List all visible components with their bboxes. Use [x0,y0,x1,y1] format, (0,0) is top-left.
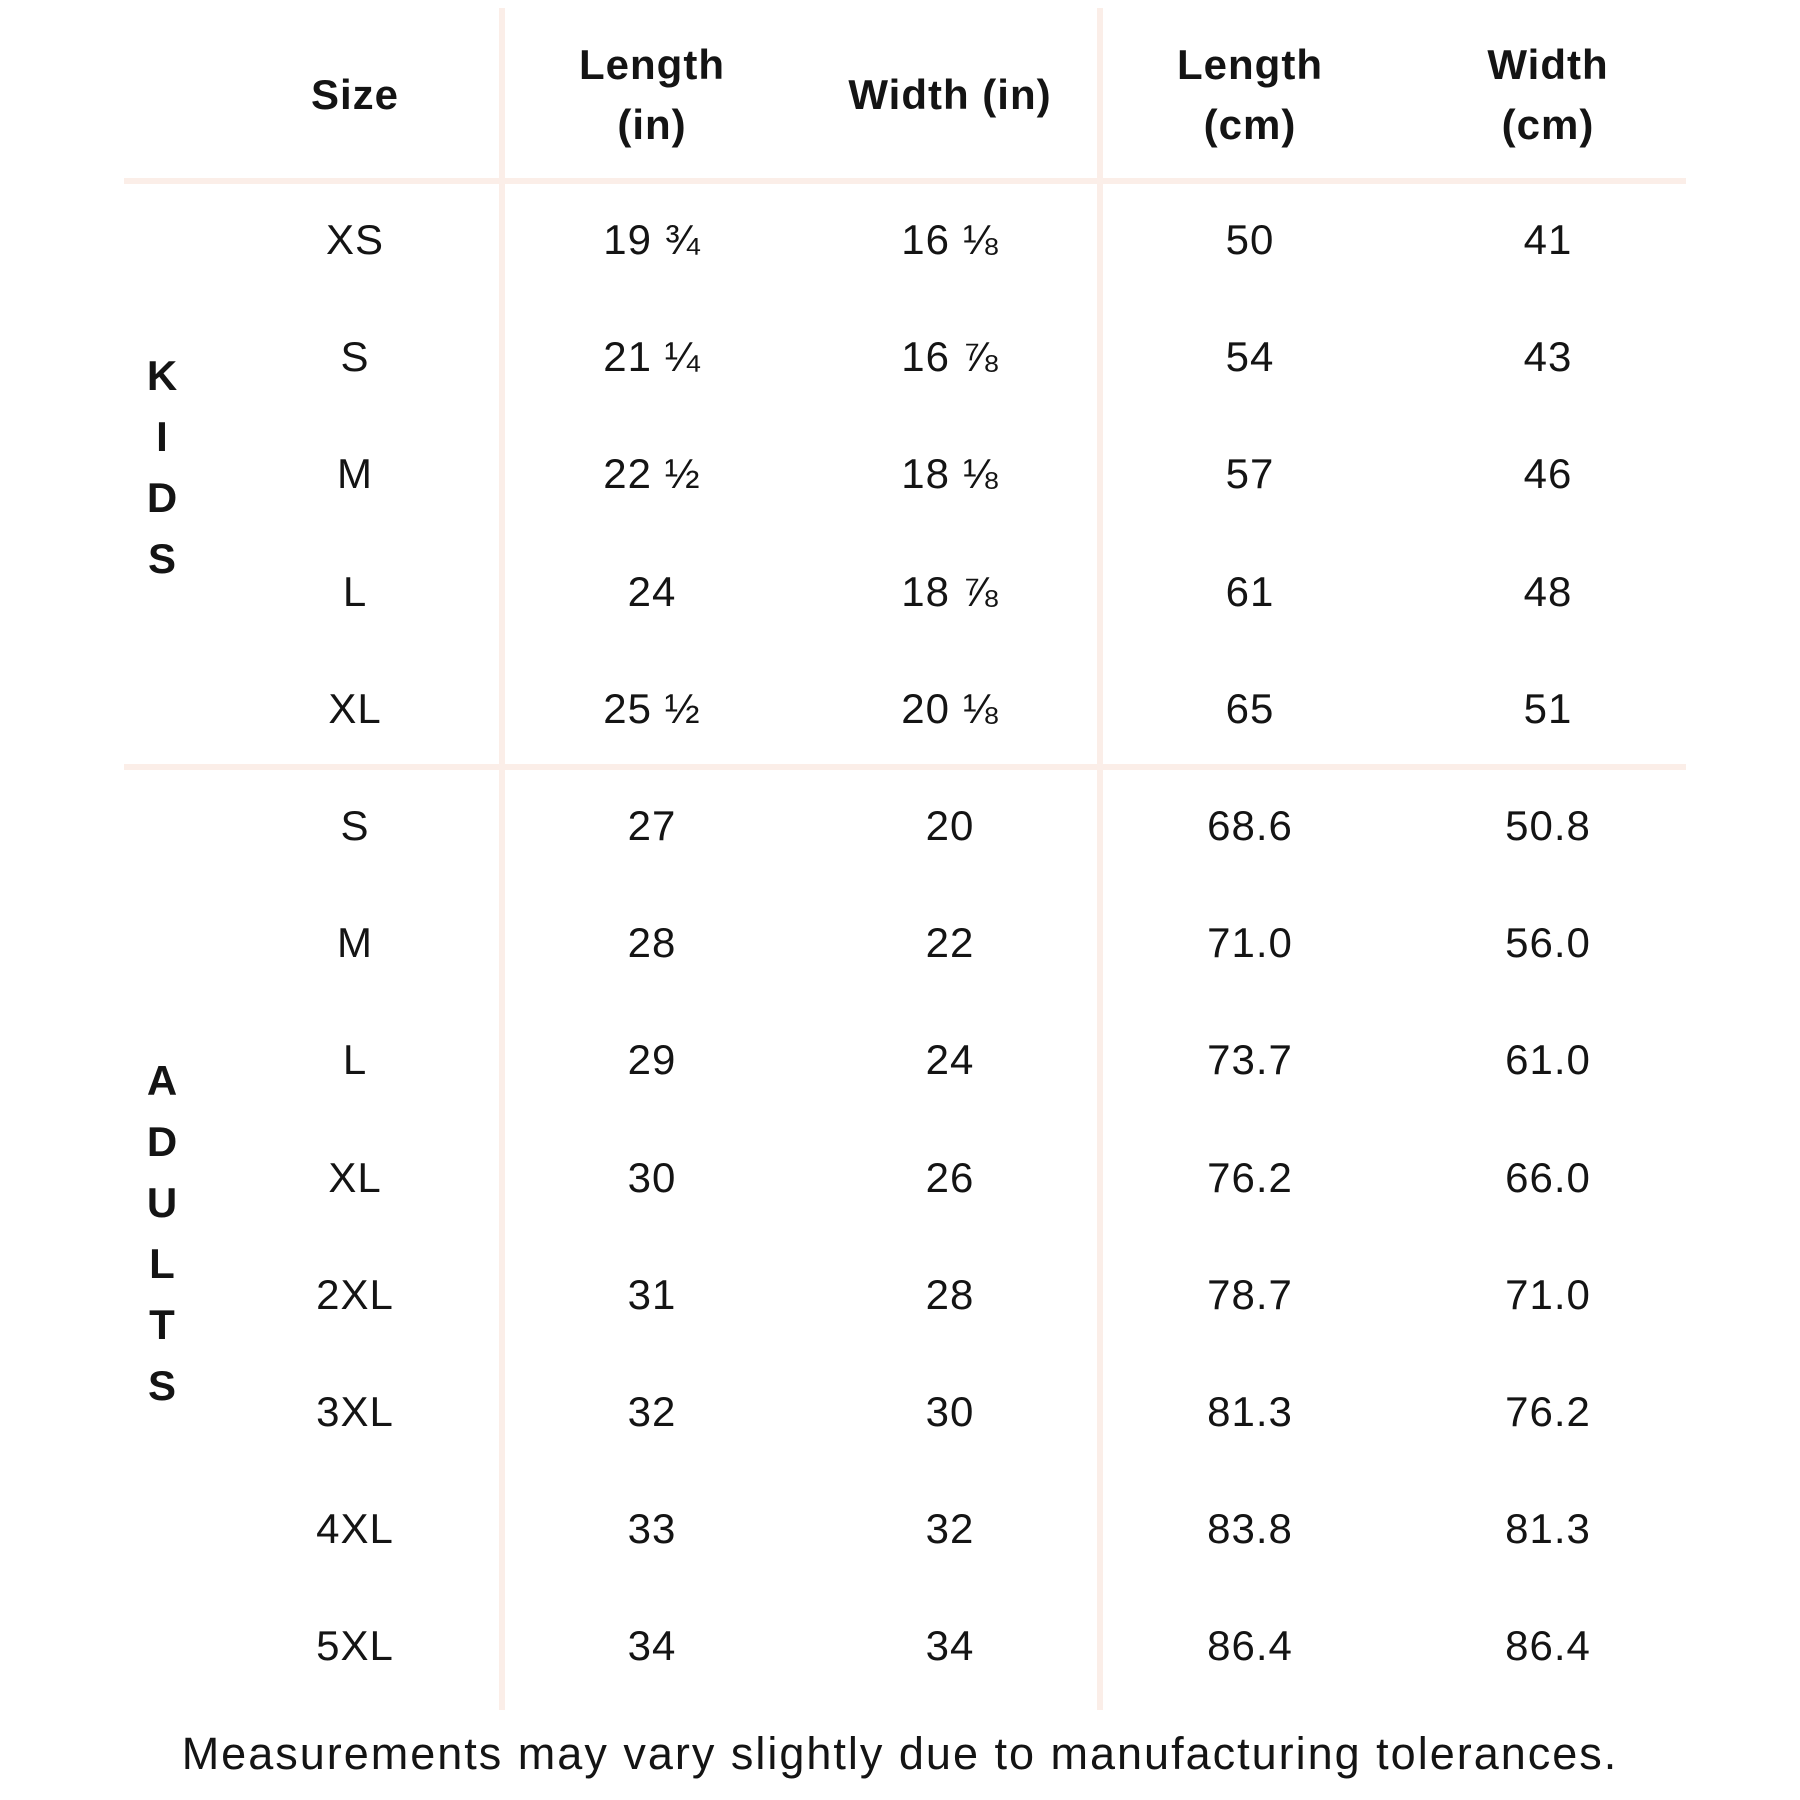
cell-width-cm: 56.0 [1505,919,1591,967]
cell-width-in: 18 ⅞ [901,567,999,615]
column-divider [1097,8,1103,1710]
column-header-width-in: Width (in) [800,20,1100,170]
cell-width-in: 24 [925,1036,975,1084]
column-header-text: (in) [617,101,687,148]
cell-length-cm: 50 [1225,216,1275,263]
group-label-letter: L [149,1240,175,1287]
cell-length-in: 30 [627,1153,677,1201]
cell-width-in: 16 ⅛ [901,216,999,263]
cell-length-cm: 68.6 [1207,802,1293,849]
cell-size: 3XL [316,1388,394,1435]
column-header-text: Size [310,71,400,118]
cell-size: XL [328,1153,382,1201]
cell-size: XL [328,684,382,732]
cell-width-in: 16 ⅞ [901,333,999,381]
cell-size: 4XL [316,1505,394,1553]
cell-width-cm: 86.4 [1505,1622,1591,1670]
group-label-letter: I [156,413,168,460]
cell-width-in: 28 [925,1270,975,1318]
column-header-text: (cm) [1203,101,1297,148]
cell-length-cm: 54 [1225,333,1275,381]
group-label-letter: S [147,1362,176,1409]
cell-length-in: 25 ½ [603,684,701,732]
cell-length-in: 33 [627,1505,677,1553]
cell-width-in: 32 [925,1505,975,1553]
group-label-letter: U [146,1179,178,1226]
cell-length-cm: 78.7 [1207,1270,1293,1318]
cell-length-in: 32 [627,1388,677,1435]
cell-size: L [342,567,368,615]
cell-size: S [340,333,370,381]
cell-length-cm: 65 [1225,684,1275,732]
cell-width-in: 20 ⅛ [901,684,999,732]
cell-width-in: 22 [925,919,975,967]
cell-length-in: 27 [627,802,677,849]
row-divider [124,764,1686,770]
footnote: Measurements may vary slightly due to ma… [181,1728,1619,1779]
cell-width-in: 18 ⅛ [901,450,999,498]
cell-length-cm: 83.8 [1207,1505,1293,1553]
cell-length-in: 21 ¼ [603,333,701,381]
column-header-text: Length [1177,41,1323,88]
cell-width-cm: 76.2 [1505,1388,1591,1435]
group-label-letter: D [146,1118,178,1165]
cell-size: 5XL [316,1622,394,1670]
column-header-width-cm: Width (cm) [1418,20,1678,170]
cell-length-cm: 57 [1225,450,1275,498]
column-header-length-in: Length (in) [522,20,782,170]
cell-width-cm: 43 [1523,333,1573,381]
column-header-text: (cm) [1501,101,1595,148]
cell-size: 2XL [316,1270,394,1318]
cell-width-cm: 81.3 [1505,1505,1591,1553]
cell-length-cm: 86.4 [1207,1622,1293,1670]
cell-length-in: 19 ¾ [603,216,701,263]
cell-width-cm: 41 [1523,216,1573,263]
cell-size: L [342,1036,368,1084]
cell-width-cm: 71.0 [1505,1270,1591,1318]
group-label-letter: T [149,1301,175,1348]
column-divider [499,8,505,1710]
group-label-letter: K [146,352,178,399]
column-header-length-cm: Length (cm) [1120,20,1380,170]
cell-width-in: 30 [925,1388,975,1435]
cell-width-cm: 51 [1523,684,1573,732]
cell-size: M [337,919,373,967]
cell-width-in: 20 [925,802,975,849]
cell-length-in: 22 ½ [603,450,701,498]
cell-width-cm: 66.0 [1505,1153,1591,1201]
cell-size: S [340,802,370,849]
cell-width-cm: 50.8 [1505,802,1591,849]
cell-width-in: 26 [925,1153,975,1201]
group-label-letter: S [147,535,176,582]
cell-length-cm: 81.3 [1207,1388,1293,1435]
cell-length-in: 34 [627,1622,677,1670]
cell-width-cm: 61.0 [1505,1036,1591,1084]
cell-width-cm: 46 [1523,450,1573,498]
cell-length-cm: 71.0 [1207,919,1293,967]
cell-length-in: 28 [627,919,677,967]
cell-length-cm: 61 [1225,567,1275,615]
column-header-text: Width (in) [848,71,1052,118]
column-header-text: Length [579,41,725,88]
cell-length-in: 24 [627,567,677,615]
cell-size: XS [325,216,385,263]
cell-length-cm: 76.2 [1207,1153,1293,1201]
column-header-size: Size [205,20,505,170]
group-label-letter: D [146,474,178,521]
cell-length-in: 29 [627,1036,677,1084]
cell-length-in: 31 [627,1270,677,1318]
column-header-text: Width [1487,41,1609,88]
cell-width-in: 34 [925,1622,975,1670]
cell-length-cm: 73.7 [1207,1036,1293,1084]
cell-width-cm: 48 [1523,567,1573,615]
row-divider [124,178,1686,184]
group-label-letter: A [146,1057,178,1104]
cell-size: M [337,450,373,498]
